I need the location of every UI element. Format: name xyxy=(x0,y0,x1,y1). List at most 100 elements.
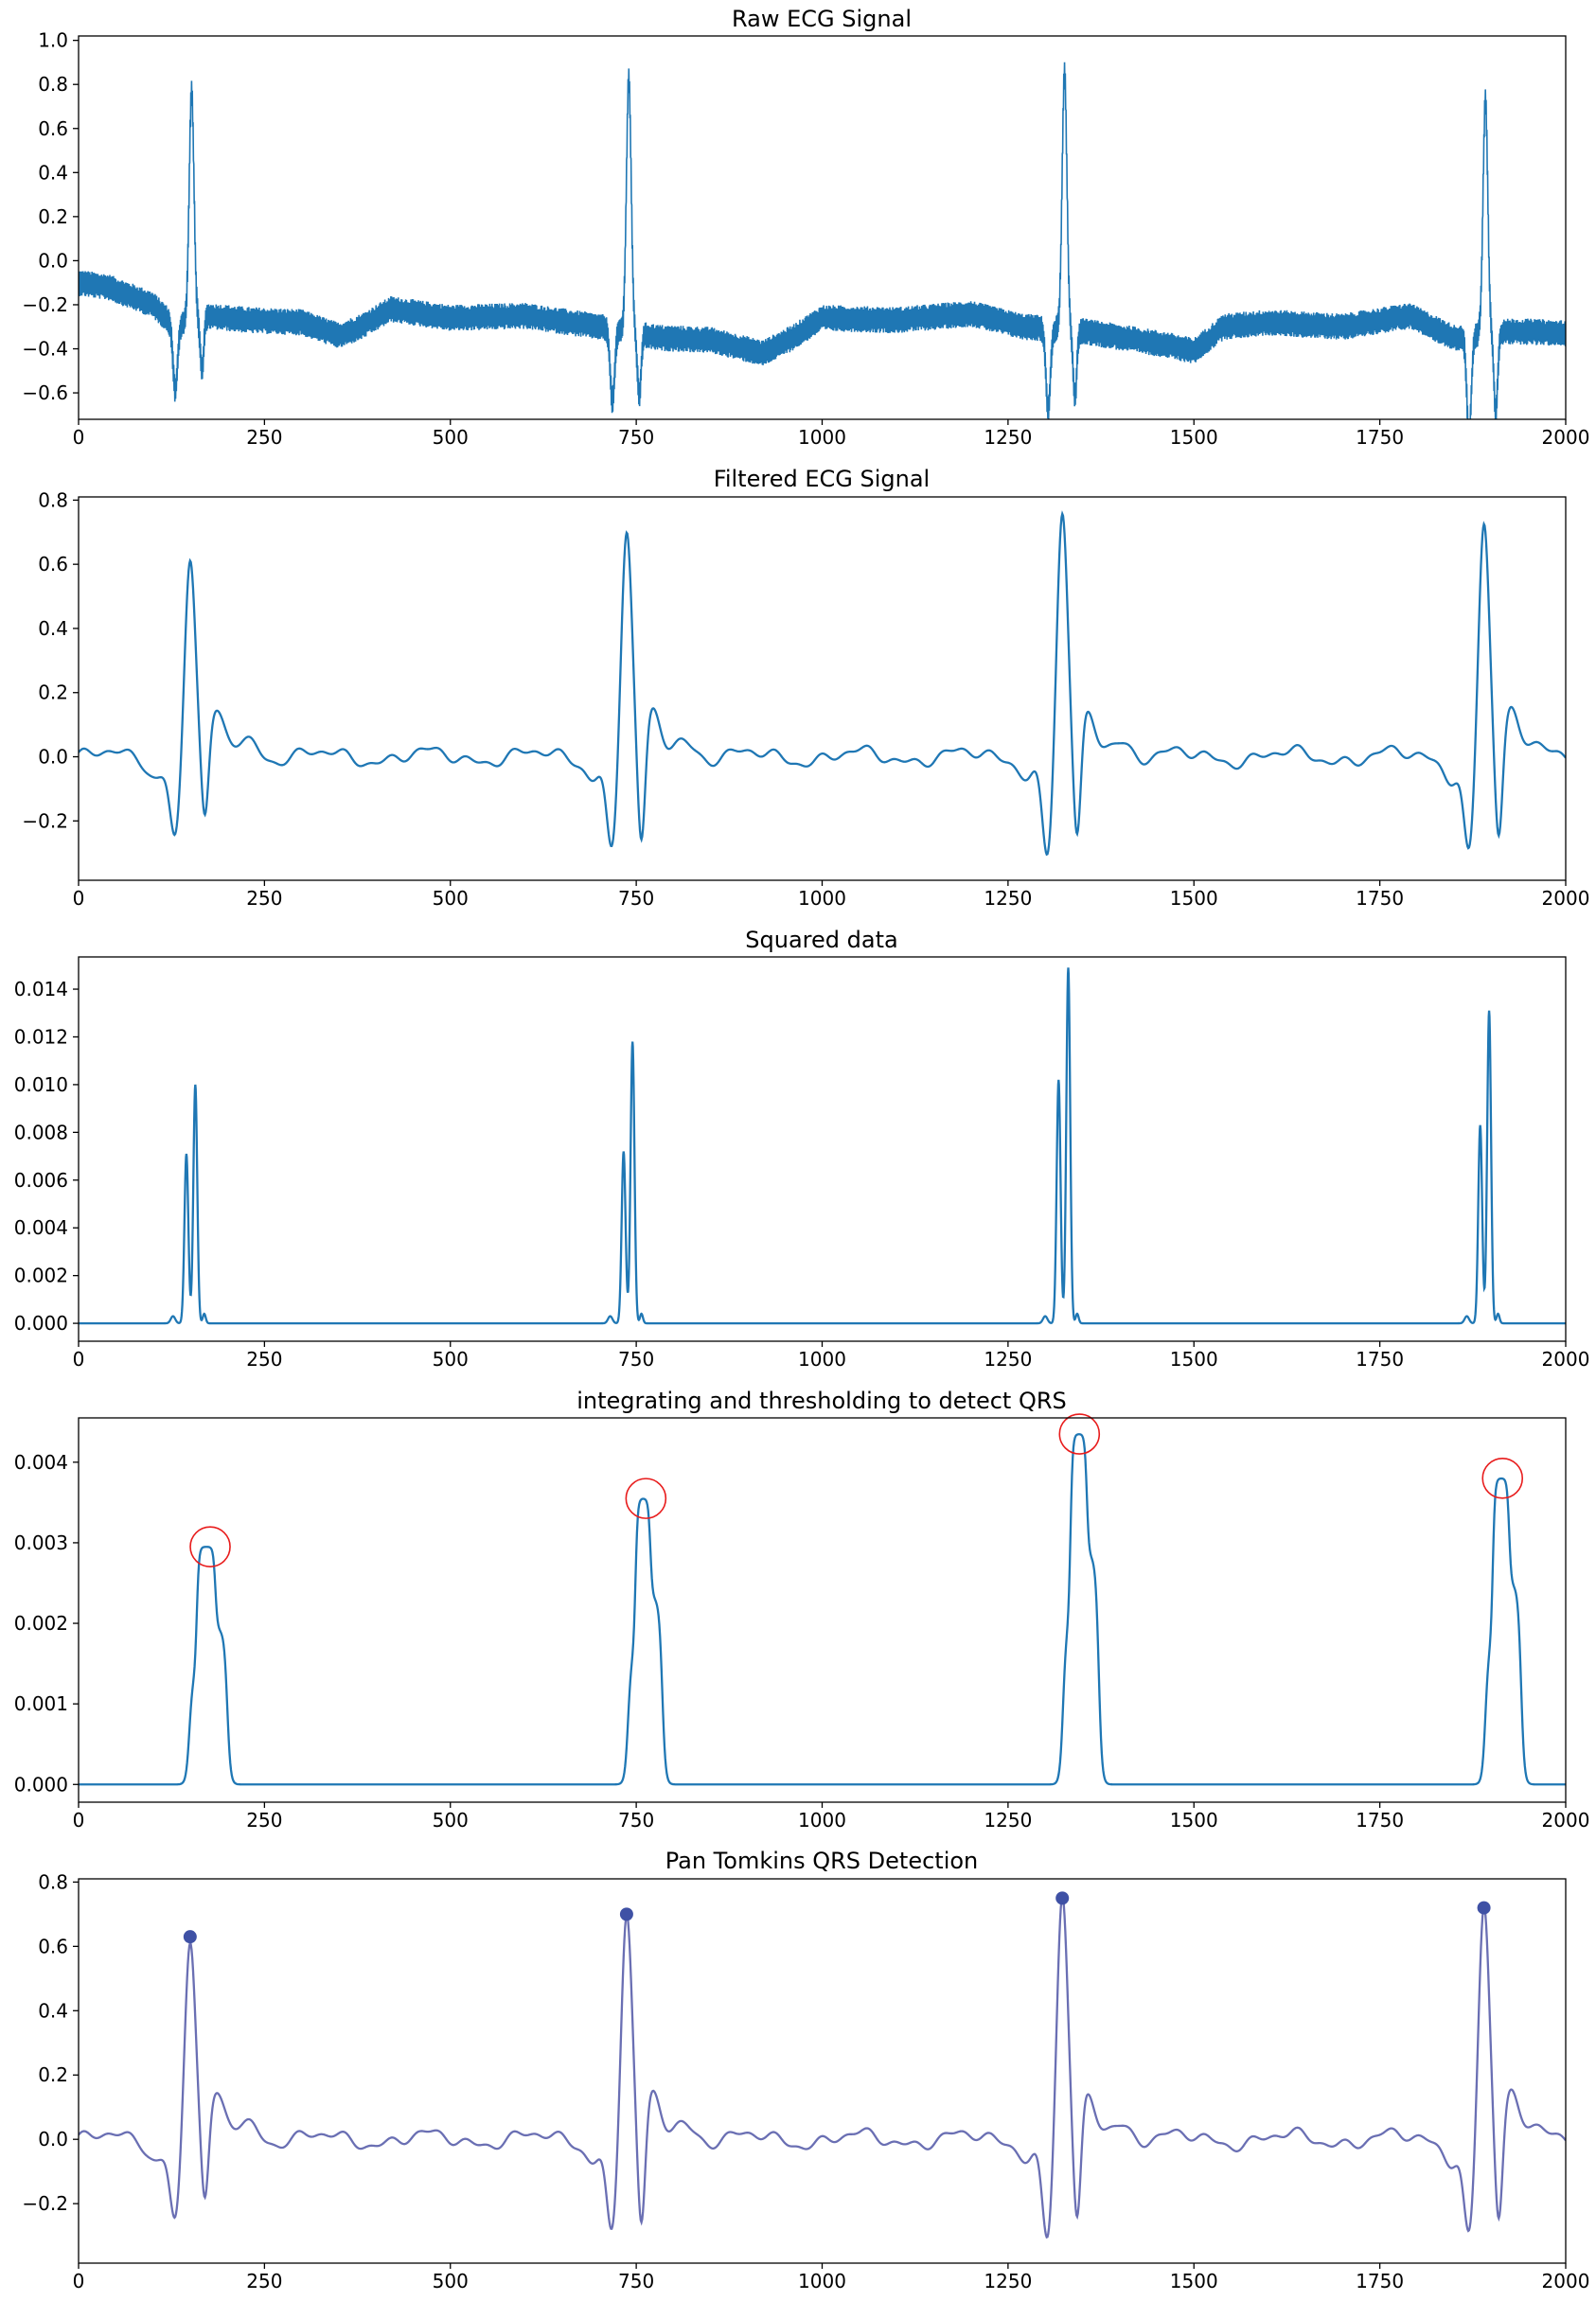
detected-peak-circle xyxy=(625,1478,667,1519)
x-tick-label: 250 xyxy=(246,1348,282,1371)
y-tick-label: 0.6 xyxy=(38,1935,68,1957)
plot-area xyxy=(79,967,1566,1325)
r-peak-marker xyxy=(1477,1901,1491,1915)
x-tick-label: 2000 xyxy=(1542,1348,1590,1371)
y-tick-label: −0.2 xyxy=(22,809,68,832)
x-tick-label: 0 xyxy=(73,2270,85,2292)
series-line xyxy=(79,510,1566,857)
y-tick-label: 0.000 xyxy=(14,1773,68,1796)
y-tick-label: 0.0 xyxy=(38,746,68,769)
y-tick-label: 0.8 xyxy=(38,73,68,96)
x-tick-label: 750 xyxy=(618,426,654,449)
y-tick-label: 0.6 xyxy=(38,117,68,140)
plot-area xyxy=(79,1433,1566,1786)
y-tick-label: 0.000 xyxy=(14,1312,68,1335)
y-tick-label: 0.2 xyxy=(38,205,68,228)
x-tick-label: 1000 xyxy=(798,426,846,449)
x-tick-label: 1500 xyxy=(1170,887,1218,910)
integration-title: integrating and thresholding to detect Q… xyxy=(576,1388,1067,1414)
x-tick-label: 1750 xyxy=(1356,2270,1404,2292)
y-tick-label: 0.006 xyxy=(14,1169,68,1192)
x-tick-label: 250 xyxy=(246,426,282,449)
detected-peak-circle xyxy=(189,1526,231,1567)
r-peak-marker xyxy=(183,1930,197,1944)
x-tick-label: 1000 xyxy=(798,1348,846,1371)
y-tick-label: 0.0 xyxy=(38,2128,68,2151)
x-tick-label: 750 xyxy=(618,1348,654,1371)
y-tick-label: 0.001 xyxy=(14,1692,68,1715)
y-tick-label: 0.004 xyxy=(14,1451,68,1474)
series-line xyxy=(79,967,1566,1325)
x-tick-label: 750 xyxy=(618,1809,654,1832)
y-tick-label: 0.014 xyxy=(14,978,68,1000)
raw-ecg-title: Raw ECG Signal xyxy=(732,6,912,32)
y-tick-label: 0.008 xyxy=(14,1121,68,1143)
y-tick-label: 0.8 xyxy=(38,1870,68,1893)
axes-frame xyxy=(78,1878,1567,2264)
y-tick-label: 0.6 xyxy=(38,553,68,575)
y-tick-label: 0.0 xyxy=(38,249,68,272)
y-tick-label: 1.0 xyxy=(38,29,68,52)
x-tick-label: 1250 xyxy=(984,887,1032,910)
x-tick-label: 500 xyxy=(433,887,469,910)
plot-area xyxy=(79,510,1566,857)
y-tick-label: 0.2 xyxy=(38,2063,68,2086)
y-tick-label: 0.004 xyxy=(14,1216,68,1239)
filtered-ecg-title: Filtered ECG Signal xyxy=(714,466,930,492)
pan-tompkins-panel: Pan Tomkins QRS Detection 0 250 500 750 1000… xyxy=(22,1848,1589,2292)
x-tick-label: 1750 xyxy=(1356,426,1404,449)
x-tick-label: 0 xyxy=(73,887,85,910)
y-tick-label: 0.4 xyxy=(38,1999,68,2022)
x-tick-label: 1000 xyxy=(798,1809,846,1832)
x-tick-label: 2000 xyxy=(1542,2270,1590,2292)
x-tick-label: 0 xyxy=(73,1348,85,1371)
axes-frame xyxy=(78,496,1567,881)
x-tick-label: 1750 xyxy=(1356,1809,1404,1832)
y-tick-label: 0.4 xyxy=(38,161,68,184)
integration-panel: integrating and thresholding to detect Q… xyxy=(14,1388,1590,1832)
x-tick-label: 250 xyxy=(246,2270,282,2292)
x-tick-label: 2000 xyxy=(1542,426,1590,449)
plot-area xyxy=(79,62,1566,419)
x-tick-label: 250 xyxy=(246,1809,282,1832)
y-tick-label: 0.002 xyxy=(14,1612,68,1635)
x-tick-label: 1500 xyxy=(1170,1348,1218,1371)
x-tick-label: 1250 xyxy=(984,2270,1032,2292)
squared-data-panel: Squared data 0 250 500 750 1000 1250 1500 1750 2… xyxy=(14,927,1590,1371)
y-tick-label: 0.002 xyxy=(14,1265,68,1287)
x-tick-label: 1000 xyxy=(798,2270,846,2292)
detected-peak-circle xyxy=(1058,1413,1101,1455)
y-tick-label: −0.4 xyxy=(22,338,68,361)
x-tick-label: 1500 xyxy=(1170,1809,1218,1832)
x-tick-label: 0 xyxy=(73,1809,85,1832)
x-tick-label: 2000 xyxy=(1542,1809,1590,1832)
x-tick-label: 1500 xyxy=(1170,426,1218,449)
x-tick-label: 500 xyxy=(433,1809,469,1832)
y-tick-label: 0.4 xyxy=(38,617,68,640)
x-tick-label: 1750 xyxy=(1356,887,1404,910)
detected-peak-circle xyxy=(1481,1458,1524,1499)
y-tick-label: −0.2 xyxy=(22,293,68,316)
x-tick-label: 500 xyxy=(433,426,469,449)
x-tick-label: 1500 xyxy=(1170,2270,1218,2292)
r-peak-marker xyxy=(1055,1891,1070,1905)
y-tick-label: 0.2 xyxy=(38,681,68,704)
r-peak-marker xyxy=(619,1907,633,1921)
x-tick-label: 1250 xyxy=(984,1809,1032,1832)
x-tick-label: 250 xyxy=(246,887,282,910)
y-tick-label: 0.8 xyxy=(38,488,68,511)
axes-frame xyxy=(78,956,1567,1342)
y-tick-label: 0.010 xyxy=(14,1073,68,1096)
y-tick-label: −0.6 xyxy=(22,381,68,404)
series-line xyxy=(79,1433,1566,1786)
x-tick-label: 1000 xyxy=(798,887,846,910)
x-tick-label: 1250 xyxy=(984,1348,1032,1371)
y-tick-label: 0.012 xyxy=(14,1025,68,1048)
plot-area xyxy=(79,1892,1566,2239)
raw-ecg-panel: Raw ECG Signal 0 250 500 750 1000 1250 1500 175… xyxy=(22,6,1589,449)
y-tick-label: −0.2 xyxy=(22,2192,68,2215)
axes-frame xyxy=(78,35,1567,420)
x-tick-label: 500 xyxy=(433,1348,469,1371)
axes-frame xyxy=(78,1417,1567,1803)
